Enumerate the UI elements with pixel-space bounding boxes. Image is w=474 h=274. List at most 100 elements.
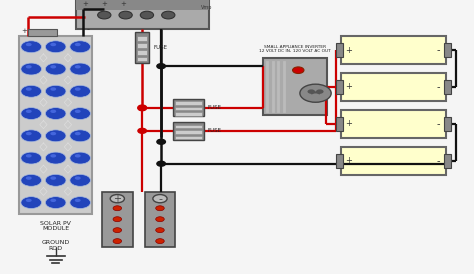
Circle shape [50,87,56,91]
Circle shape [113,228,121,233]
Bar [19,36,92,214]
Bar [175,107,202,110]
Circle shape [153,195,167,203]
Circle shape [157,139,165,144]
Bar [341,147,446,175]
Circle shape [138,128,146,133]
Circle shape [50,110,56,113]
Bar [341,73,446,101]
Bar [137,57,147,61]
Circle shape [26,87,32,91]
Circle shape [46,130,66,142]
Circle shape [70,41,91,53]
Text: FUSE: FUSE [208,128,222,133]
Bar [336,117,343,131]
Circle shape [110,195,124,203]
Circle shape [140,11,154,19]
Bar [76,0,209,29]
Bar [175,136,202,139]
Circle shape [46,63,66,75]
Text: +: + [345,156,352,165]
Circle shape [26,199,32,202]
Text: -: - [437,119,440,129]
Text: +: + [82,1,88,7]
Bar [76,0,209,10]
Text: Vmp: Vmp [201,5,213,10]
Circle shape [75,154,81,158]
Circle shape [75,43,81,46]
Circle shape [300,84,331,102]
Bar [137,36,147,41]
Circle shape [21,41,42,53]
Bar [341,36,446,64]
Bar [175,130,202,134]
Circle shape [113,217,121,222]
Text: GROUND
ROD: GROUND ROD [42,240,70,250]
Circle shape [46,41,66,53]
Circle shape [50,132,56,135]
Circle shape [75,132,81,135]
Circle shape [162,11,175,19]
Circle shape [26,176,32,180]
Circle shape [70,85,91,97]
Bar [173,122,204,140]
Circle shape [70,174,91,186]
Text: SMALL APPLIANCE INVERTER
12 VOLT DC IN, 120 VOLT AC OUT: SMALL APPLIANCE INVERTER 12 VOLT DC IN, … [259,45,331,53]
Bar [444,43,451,57]
Circle shape [157,161,165,166]
Text: FUSE: FUSE [153,45,167,50]
Text: FUSE: FUSE [208,105,222,110]
Circle shape [26,154,32,158]
Text: -: - [437,45,440,55]
Text: -: - [437,156,440,166]
Circle shape [75,65,81,68]
Bar [145,192,175,247]
Circle shape [21,174,42,186]
Circle shape [155,206,164,211]
Text: +: + [345,45,352,55]
Bar [444,154,451,168]
Circle shape [308,89,315,94]
Text: +: + [120,1,126,7]
Circle shape [155,217,164,222]
Circle shape [70,197,91,209]
Text: -: - [158,194,162,204]
Bar [336,43,343,57]
Circle shape [50,154,56,158]
Circle shape [75,199,81,202]
Text: +: + [21,28,27,34]
Text: -: - [87,25,90,34]
Text: SOLAR PV
MODULE: SOLAR PV MODULE [40,221,71,231]
Circle shape [50,43,56,46]
Text: +: + [345,82,352,92]
Text: +: + [113,194,121,204]
Circle shape [155,228,164,233]
Circle shape [157,64,165,69]
Circle shape [113,239,121,244]
Circle shape [46,152,66,164]
Circle shape [46,85,66,97]
Circle shape [316,89,324,94]
Circle shape [119,11,132,19]
Bar [135,32,149,63]
Circle shape [113,206,121,211]
Circle shape [50,65,56,68]
Bar [336,154,343,168]
Bar [102,192,133,247]
Circle shape [21,130,42,142]
Bar [336,80,343,94]
Bar [175,125,202,128]
Bar [137,43,147,48]
Circle shape [70,63,91,75]
Circle shape [46,108,66,119]
Bar [341,110,446,138]
Circle shape [75,176,81,180]
Circle shape [138,105,146,110]
Circle shape [26,110,32,113]
Circle shape [21,197,42,209]
Circle shape [70,130,91,142]
Bar [175,112,202,116]
Circle shape [26,43,32,46]
Circle shape [98,11,111,19]
Circle shape [75,87,81,91]
